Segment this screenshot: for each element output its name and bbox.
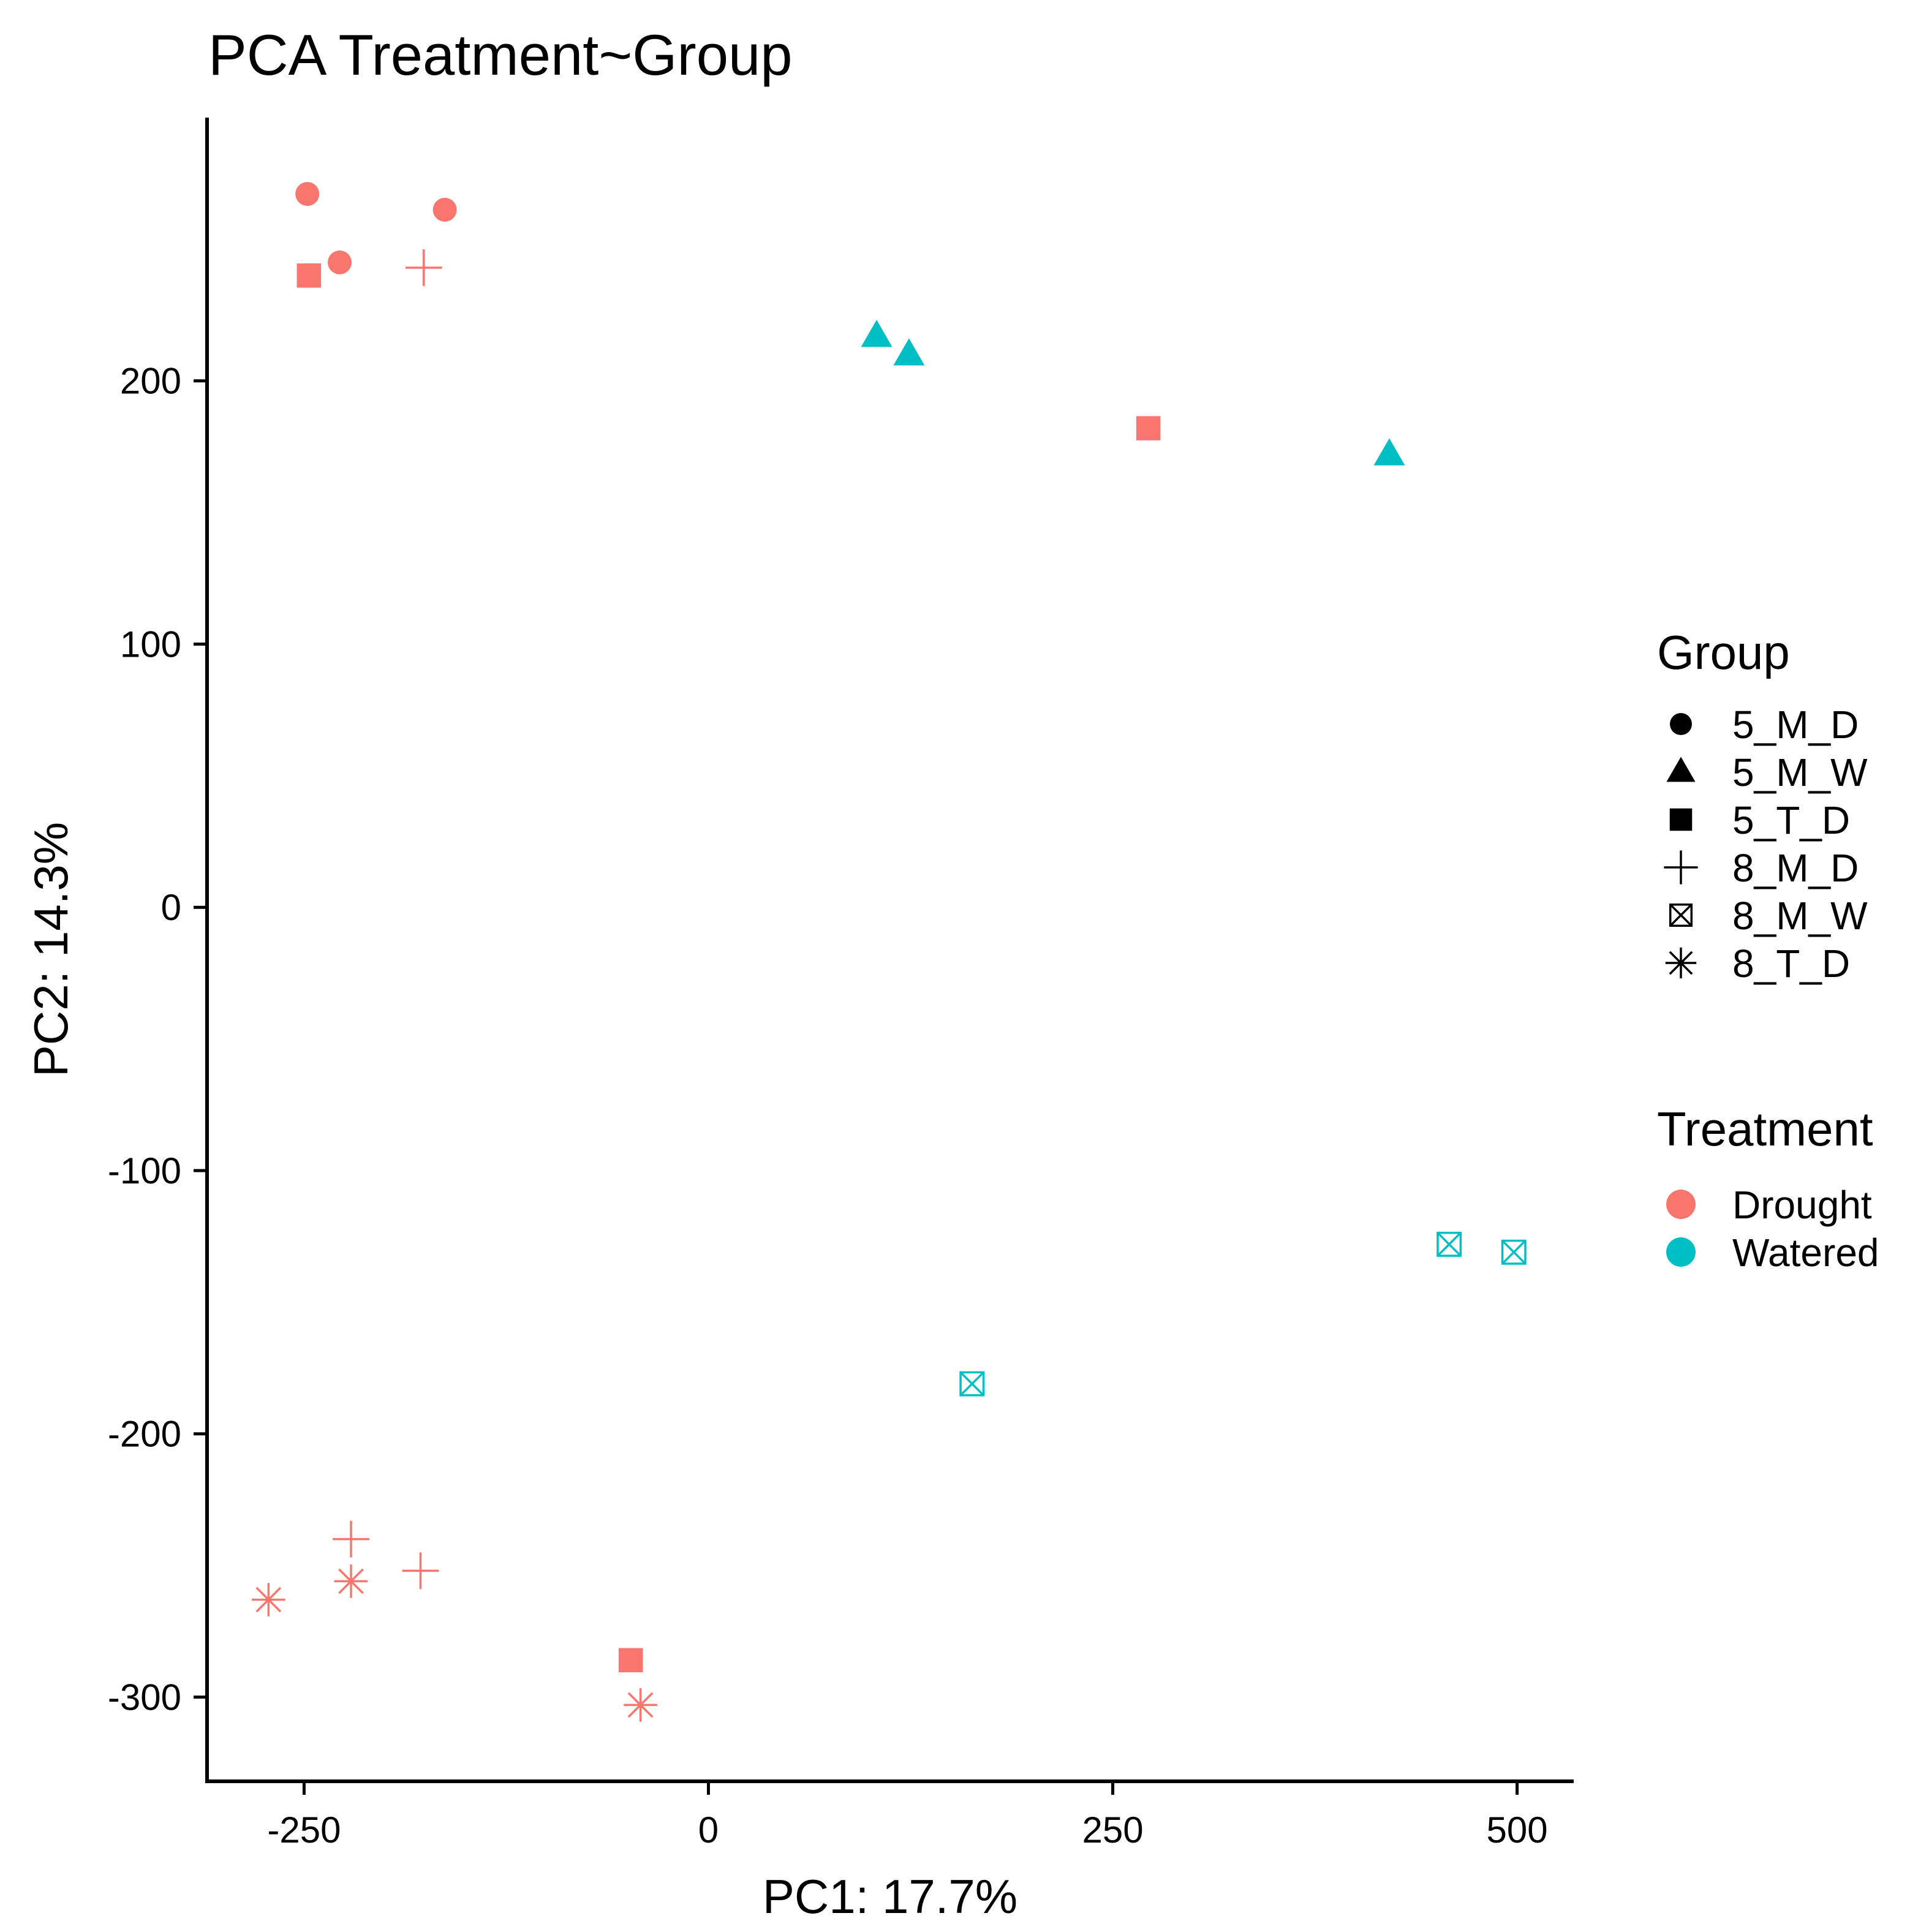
legend-label: 8_T_D xyxy=(1732,941,1850,986)
data-point xyxy=(1136,416,1161,440)
data-point xyxy=(624,1688,657,1722)
data-point xyxy=(296,263,322,288)
x-tick-label: 0 xyxy=(698,1809,719,1851)
data-point xyxy=(618,1648,643,1673)
data-point xyxy=(861,320,893,347)
legend-group: Group 5_M_D5_M_W5_T_D8_M_D8_M_W8_T_D xyxy=(1657,625,1868,986)
legend-label: 8_M_D xyxy=(1732,846,1859,890)
data-points xyxy=(252,182,1527,1722)
legend-group-title: Group xyxy=(1657,625,1790,679)
data-point xyxy=(327,250,352,274)
y-tick-label: 100 xyxy=(120,624,181,665)
legend-label: 5_M_D xyxy=(1732,703,1859,747)
legend-key-5-m-d xyxy=(1670,713,1692,735)
y-tick-label: 0 xyxy=(161,887,181,928)
data-point xyxy=(333,1520,369,1558)
legend-label: 5_T_D xyxy=(1732,798,1850,842)
y-tick-label: -300 xyxy=(108,1677,181,1718)
data-point xyxy=(405,249,442,286)
data-point xyxy=(893,338,925,366)
legend-key-watered xyxy=(1666,1237,1696,1267)
x-tick-label: 500 xyxy=(1487,1809,1548,1851)
legend-key-8-m-d xyxy=(1664,850,1698,885)
legend-treatment-title: Treatment xyxy=(1657,1102,1873,1156)
y-tick-label: -100 xyxy=(108,1150,181,1191)
x-axis-label: PC1: 17.7% xyxy=(763,1870,1017,1923)
chart-title: PCA Treatment~Group xyxy=(208,23,793,87)
legend-key-8-t-d xyxy=(1665,947,1697,979)
y-ticks: 200 100 0 -100 -200 -300 xyxy=(108,361,207,1718)
legend-label: 5_M_W xyxy=(1732,750,1868,794)
legend-key-drought xyxy=(1666,1190,1696,1219)
data-point xyxy=(432,197,457,222)
legend-label: 8_M_W xyxy=(1732,894,1868,938)
y-tick-label: 200 xyxy=(120,361,181,402)
x-tick-label: -250 xyxy=(267,1809,341,1851)
data-point xyxy=(334,1564,368,1598)
data-point xyxy=(1373,438,1405,466)
y-axis-label: PC2: 14.3% xyxy=(24,822,78,1077)
data-point xyxy=(295,182,320,206)
legend-key-5-t-d xyxy=(1669,808,1693,831)
legend-label: Drought xyxy=(1732,1183,1872,1227)
legend-key-8-m-w xyxy=(1669,903,1693,927)
x-tick-label: 250 xyxy=(1082,1809,1143,1851)
legend-key-5-m-w xyxy=(1666,757,1696,782)
data-point xyxy=(402,1552,439,1590)
y-tick-label: -200 xyxy=(108,1414,181,1455)
x-ticks: -250 0 250 500 xyxy=(267,1781,1548,1851)
legend-label: Watered xyxy=(1732,1231,1879,1275)
plot-area: -250 0 250 500 200 100 0 -100 -200 -300 xyxy=(108,118,1574,1851)
data-point xyxy=(959,1371,985,1397)
data-point xyxy=(1501,1239,1527,1265)
data-point xyxy=(1436,1231,1462,1257)
data-point xyxy=(252,1583,285,1617)
